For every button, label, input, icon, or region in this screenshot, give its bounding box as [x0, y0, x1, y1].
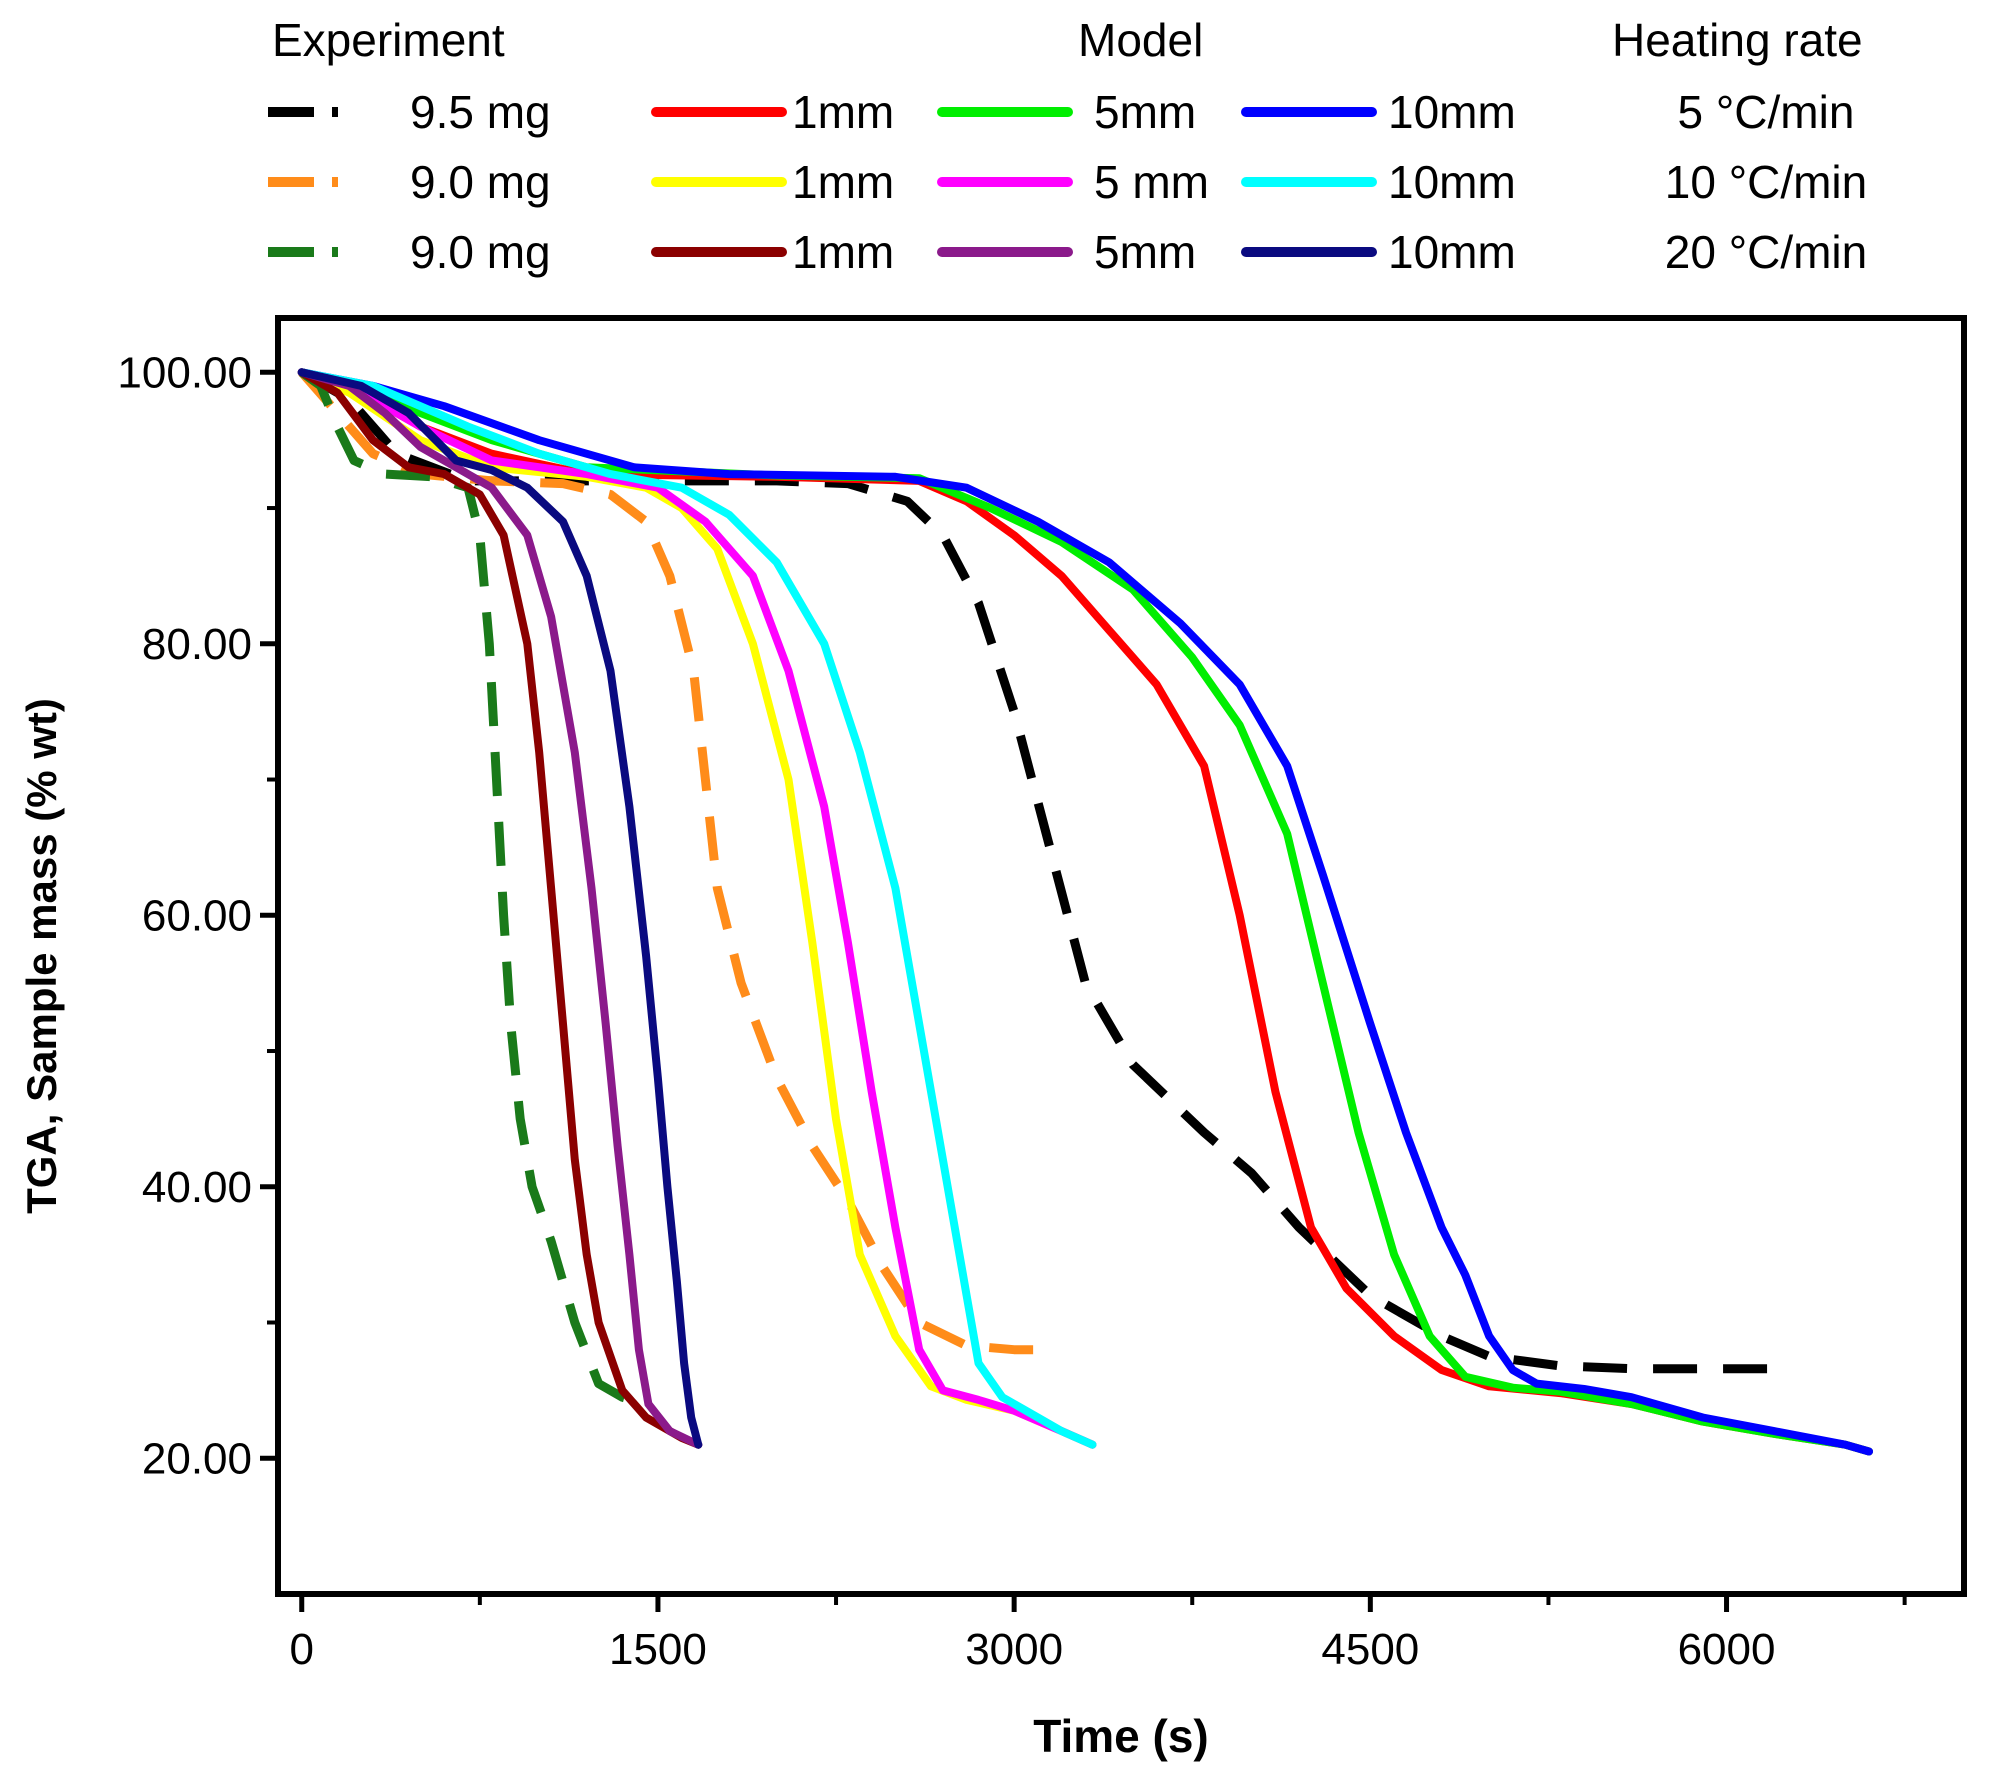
- legend-label-exp: 9.0 mg: [410, 226, 551, 278]
- series-line-10: [297, 368, 703, 1449]
- series-line-9: [297, 368, 703, 1449]
- series-line-3: [297, 368, 1873, 1456]
- legend-label-m1: 1mm: [792, 226, 894, 278]
- y-tick-label: 100.00: [117, 348, 252, 397]
- series-line-5: [297, 368, 1097, 1449]
- x-tick-label: 4500: [1321, 1625, 1419, 1674]
- legend-label-m5: 5mm: [1094, 86, 1196, 138]
- y-tick-label: 80.00: [142, 620, 252, 669]
- legend-label-rate: 5 °C/min: [1678, 86, 1855, 138]
- x-tick-label: 1500: [609, 1625, 707, 1674]
- legend-label-exp: 9.0 mg: [410, 156, 551, 208]
- x-tick-label: 6000: [1678, 1625, 1776, 1674]
- series-line-7: [297, 368, 1097, 1449]
- legend-label-m5: 5 mm: [1094, 156, 1209, 208]
- y-tick-label: 40.00: [142, 1163, 252, 1212]
- series-line-8: [299, 368, 648, 1409]
- legend-header-model: Model: [1078, 14, 1203, 66]
- axes: 0 1500 3000 4500 6000 20.00 40.00 60.00 80.00 100…: [117, 348, 1907, 1674]
- x-tick-label: 3000: [965, 1625, 1063, 1674]
- plot-frame: [275, 315, 1967, 1597]
- legend-label-m1: 1mm: [792, 156, 894, 208]
- legend-header-heating-rate: Heating rate: [1612, 14, 1863, 66]
- legend-label-exp: 9.5 mg: [410, 86, 551, 138]
- series-line-6: [297, 368, 1097, 1449]
- series-line-11: [297, 368, 703, 1449]
- y-tick-label: 20.00: [142, 1434, 252, 1483]
- x-axis-label: Time (s): [1033, 1710, 1209, 1762]
- y-axis-label: TGA, Sample mass (% wt): [18, 698, 65, 1214]
- series-layer: [297, 368, 1873, 1456]
- legend-label-rate: 20 °C/min: [1665, 226, 1867, 278]
- legend-label-m1: 1mm: [792, 86, 894, 138]
- series-line-2: [297, 368, 1873, 1456]
- legend: Experiment Model Heating rate 9.5 mg 1mm 5…: [268, 14, 1867, 278]
- legend-label-m10: 10mm: [1388, 156, 1516, 208]
- legend-header-experiment: Experiment: [272, 14, 505, 66]
- legend-label-m10: 10mm: [1388, 86, 1516, 138]
- series-line-1: [297, 368, 1873, 1456]
- legend-label-rate: 10 °C/min: [1665, 156, 1867, 208]
- series-line-4: [298, 369, 1050, 1355]
- x-tick-label: 0: [290, 1625, 314, 1674]
- y-tick-label: 60.00: [142, 891, 252, 940]
- legend-label-m5: 5mm: [1094, 226, 1196, 278]
- legend-label-m10: 10mm: [1388, 226, 1516, 278]
